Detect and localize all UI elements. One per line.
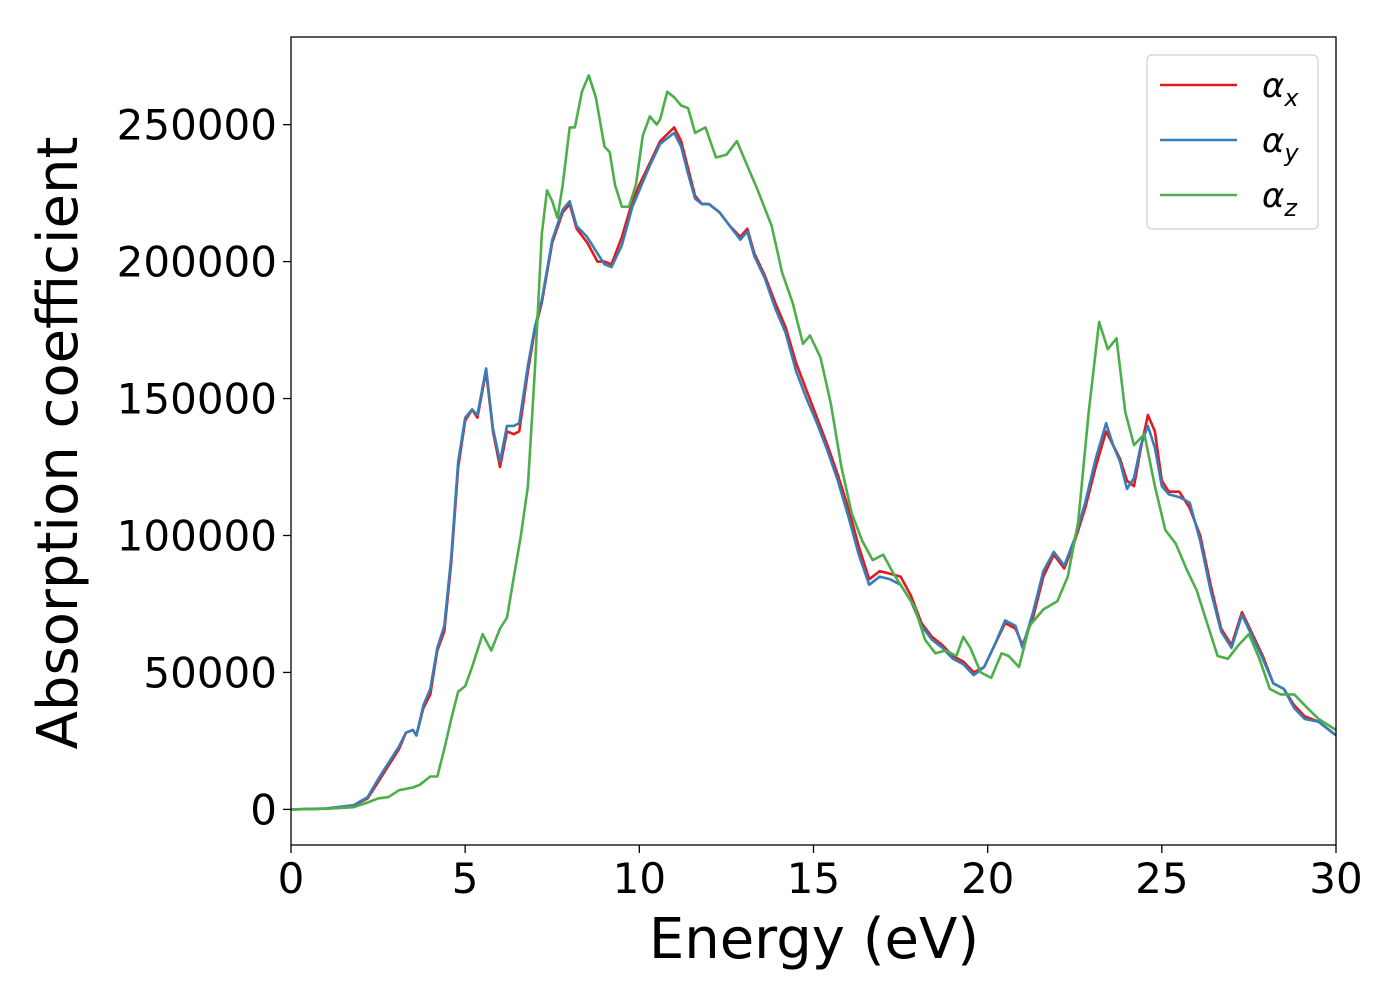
legend-box (1146, 54, 1319, 230)
x-tick-label: 20 (961, 854, 1014, 903)
x-tick-label: 15 (787, 854, 840, 903)
series-line-z (290, 74, 1337, 811)
x-tick-label: 10 (613, 854, 666, 903)
legend-label-y: αy (1262, 121, 1299, 167)
x-tick-label: 0 (278, 854, 305, 903)
y-tick-label: 250000 (117, 101, 277, 150)
x-axis-label: Energy (eV) (649, 907, 979, 972)
legend: αx αy αz (1146, 54, 1319, 230)
legend-label-x: αx (1262, 66, 1299, 112)
series-line-x (290, 126, 1337, 811)
y-tick-label: 100000 (117, 511, 277, 560)
x-tick-label: 25 (1135, 854, 1188, 903)
x-tick-label: 30 (1309, 854, 1362, 903)
y-axis-ticks: 0 50000 100000 150000 200000 250000 (117, 101, 291, 834)
y-tick-label: 150000 (117, 375, 277, 424)
y-axis-label: Absorption coefficient (26, 137, 91, 750)
y-tick-label: 0 (250, 785, 277, 834)
plot-lines (290, 74, 1337, 811)
y-tick-label: 50000 (143, 648, 277, 697)
legend-label-z: αz (1262, 176, 1298, 222)
y-tick-label: 200000 (117, 238, 277, 287)
x-axis-ticks: 0 5 10 15 20 25 30 (278, 845, 1363, 903)
x-tick-label: 5 (452, 854, 479, 903)
series-line-y (290, 131, 1337, 811)
